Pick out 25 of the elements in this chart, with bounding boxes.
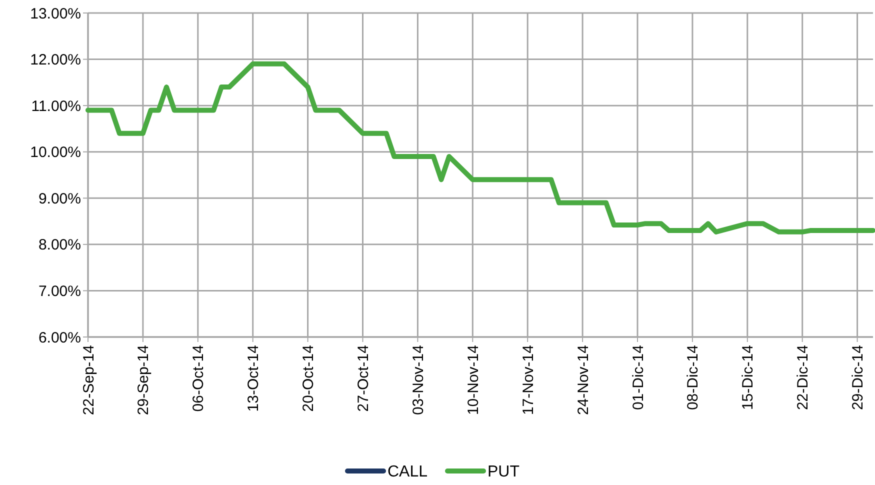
x-tick-label: 22-Dic-14 — [794, 345, 812, 410]
legend-label: PUT — [488, 464, 520, 481]
legend-label: CALL — [388, 464, 428, 481]
y-tick-label: 8.00% — [38, 236, 81, 254]
x-tick-label: 06-Oct-14 — [190, 345, 208, 412]
y-tick-label: 6.00% — [38, 329, 81, 346]
y-tick-label: 9.00% — [38, 190, 81, 208]
y-tick-label: 11.00% — [31, 98, 81, 115]
x-tick-label: 08-Dic-14 — [684, 345, 702, 410]
x-tick-label: 17-Nov-14 — [520, 345, 537, 416]
x-tick-label: 03-Nov-14 — [410, 345, 427, 416]
x-tick-label: 01-Dic-14 — [630, 345, 647, 410]
x-tick-label: 20-Oct-14 — [300, 345, 318, 412]
y-tick-label: 12.00% — [30, 52, 81, 69]
y-tick-label: 13.00% — [30, 5, 81, 22]
x-tick-label: 29-Sep-14 — [135, 345, 152, 416]
x-tick-label: 29-Dic-14 — [850, 345, 867, 410]
x-tick-label: 27-Oct-14 — [355, 345, 372, 412]
x-tick-label: 10-Nov-14 — [464, 345, 482, 416]
x-tick-label: 13-Oct-14 — [245, 345, 262, 412]
x-tick-label: 15-Dic-14 — [740, 345, 757, 410]
x-tick-label: 24-Nov-14 — [574, 345, 592, 416]
x-tick-label: 22-Sep-14 — [80, 345, 98, 416]
y-tick-label: 7.00% — [38, 282, 81, 300]
y-tick-label: 10.00% — [30, 144, 81, 162]
